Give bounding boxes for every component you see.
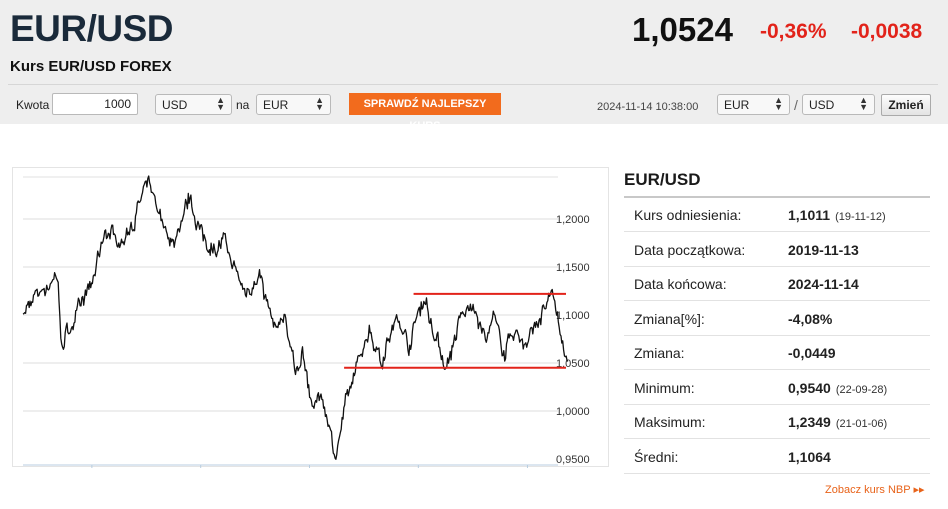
price-line xyxy=(22,175,569,460)
stats-row-value-text: 2024-11-14 xyxy=(788,276,859,292)
stats-row-label: Data początkowa: xyxy=(634,241,746,258)
y-tick-label: 1,1500 xyxy=(556,262,590,274)
select-arrows-icon: ▲ ▼ xyxy=(774,95,783,112)
stats-row-value-text: 1,1011 xyxy=(788,207,831,223)
pair-quote-select[interactable]: USD ▲ ▼ xyxy=(802,94,875,115)
price-chart: 0,95001,00001,05001,10001,15001,2000lip … xyxy=(12,167,609,468)
stats-row-label: Maksimum: xyxy=(634,414,706,430)
header-bar: EUR/USD Kurs EUR/USD FOREX 1,0524 -0,36%… xyxy=(0,0,948,132)
from-currency-select[interactable]: USD ▲ ▼ xyxy=(155,94,232,115)
stats-row: Średni: 1,1064 xyxy=(624,440,930,474)
stats-row-value: 1,2349 (21-01-06) xyxy=(788,414,887,430)
page-subtitle: Kurs EUR/USD FOREX xyxy=(10,58,172,75)
y-tick-label: 1,0000 xyxy=(556,406,590,418)
stats-row: Zmiana[%]: -4,08% xyxy=(624,302,930,336)
to-currency-value: EUR xyxy=(263,98,289,112)
stats-row-label: Zmiana[%]: xyxy=(634,310,705,327)
stats-row-value-text: 1,2349 xyxy=(788,414,831,430)
stats-row-date: (22-09-28) xyxy=(835,383,888,396)
stats-row-value: 1,1011 (19-11-12) xyxy=(788,207,886,223)
stats-row-label: Kurs odniesienia: xyxy=(634,207,742,223)
pair-quote-value: USD xyxy=(809,98,835,112)
stats-row-date: (21-01-06) xyxy=(835,418,888,430)
stats-row-value-text: -4,08% xyxy=(788,310,833,327)
stats-row-value: 2019-11-13 xyxy=(788,242,859,258)
price-chart-svg: 0,95001,00001,05001,10001,15001,2000lip … xyxy=(22,175,590,468)
quote-timestamp: 2024-11-14 10:38:00 xyxy=(597,101,699,113)
pair-base-value: EUR xyxy=(724,98,750,112)
select-arrows-icon: ▲ ▼ xyxy=(859,95,868,112)
stats-row-label: Minimum: xyxy=(634,379,695,396)
stats-row-value-text: -0,0449 xyxy=(788,345,836,361)
page-title: EUR/USD xyxy=(10,8,174,49)
stats-row-value: -4,08% xyxy=(788,311,832,327)
y-tick-label: 0,9500 xyxy=(556,454,590,466)
pair-slash: / xyxy=(794,97,798,113)
change-percent: -0,36% xyxy=(760,20,827,43)
stats-row-value-text: 0,9540 xyxy=(788,379,831,396)
stats-row-value: 0,9540 (22-09-28) xyxy=(788,380,887,396)
stats-row: Maksimum: 1,2349 (21-01-06) xyxy=(624,405,930,439)
stats-row-date: (19-11-12) xyxy=(835,211,886,223)
stats-row-value-text: 1,1064 xyxy=(788,448,831,465)
amount-input[interactable]: 1000 xyxy=(52,93,138,115)
header-divider xyxy=(8,84,938,85)
na-label: na xyxy=(236,98,250,112)
stats-row-value-text: 2019-11-13 xyxy=(788,241,859,258)
stats-row-value: 2024-11-14 xyxy=(788,276,859,292)
stats-row: Zmiana: -0,0449 xyxy=(624,336,930,370)
pair-base-select[interactable]: EUR ▲ ▼ xyxy=(717,94,790,115)
nbp-rate-link[interactable]: Zobacz kurs NBP ▸▸ xyxy=(825,484,925,496)
panel-divider xyxy=(624,196,930,198)
stats-row-value: 1,1064 xyxy=(788,449,831,465)
y-tick-label: 1,1000 xyxy=(556,310,590,322)
select-arrows-icon: ▲ ▼ xyxy=(315,95,324,112)
select-arrows-icon: ▲ ▼ xyxy=(216,95,225,112)
amount-label: Kwota xyxy=(16,98,50,112)
current-price: 1,0524 xyxy=(632,11,733,48)
change-absolute: -0,0038 xyxy=(851,20,923,43)
stats-row: Data końcowa: 2024-11-14 xyxy=(624,267,930,301)
panel-title: EUR/USD xyxy=(624,170,701,189)
stats-row-label: Data końcowa: xyxy=(634,276,727,292)
from-currency-value: USD xyxy=(162,98,188,112)
stats-row: Minimum: 0,9540 (22-09-28) xyxy=(624,371,930,405)
stats-row: Data początkowa: 2019-11-13 xyxy=(624,233,930,267)
change-pair-button[interactable]: Zmień xyxy=(881,94,931,116)
stats-row-label: Zmiana: xyxy=(634,345,685,361)
stats-row-label: Średni: xyxy=(634,448,679,465)
stats-row: Kurs odniesienia: 1,1011 (19-11-12) xyxy=(624,198,930,232)
stats-row-value: -0,0449 xyxy=(788,345,835,361)
to-currency-select[interactable]: EUR ▲ ▼ xyxy=(256,94,331,115)
y-tick-label: 1,2000 xyxy=(556,214,590,226)
best-rate-button[interactable]: SPRAWDŹ NAJLEPSZY KURS xyxy=(349,93,501,132)
